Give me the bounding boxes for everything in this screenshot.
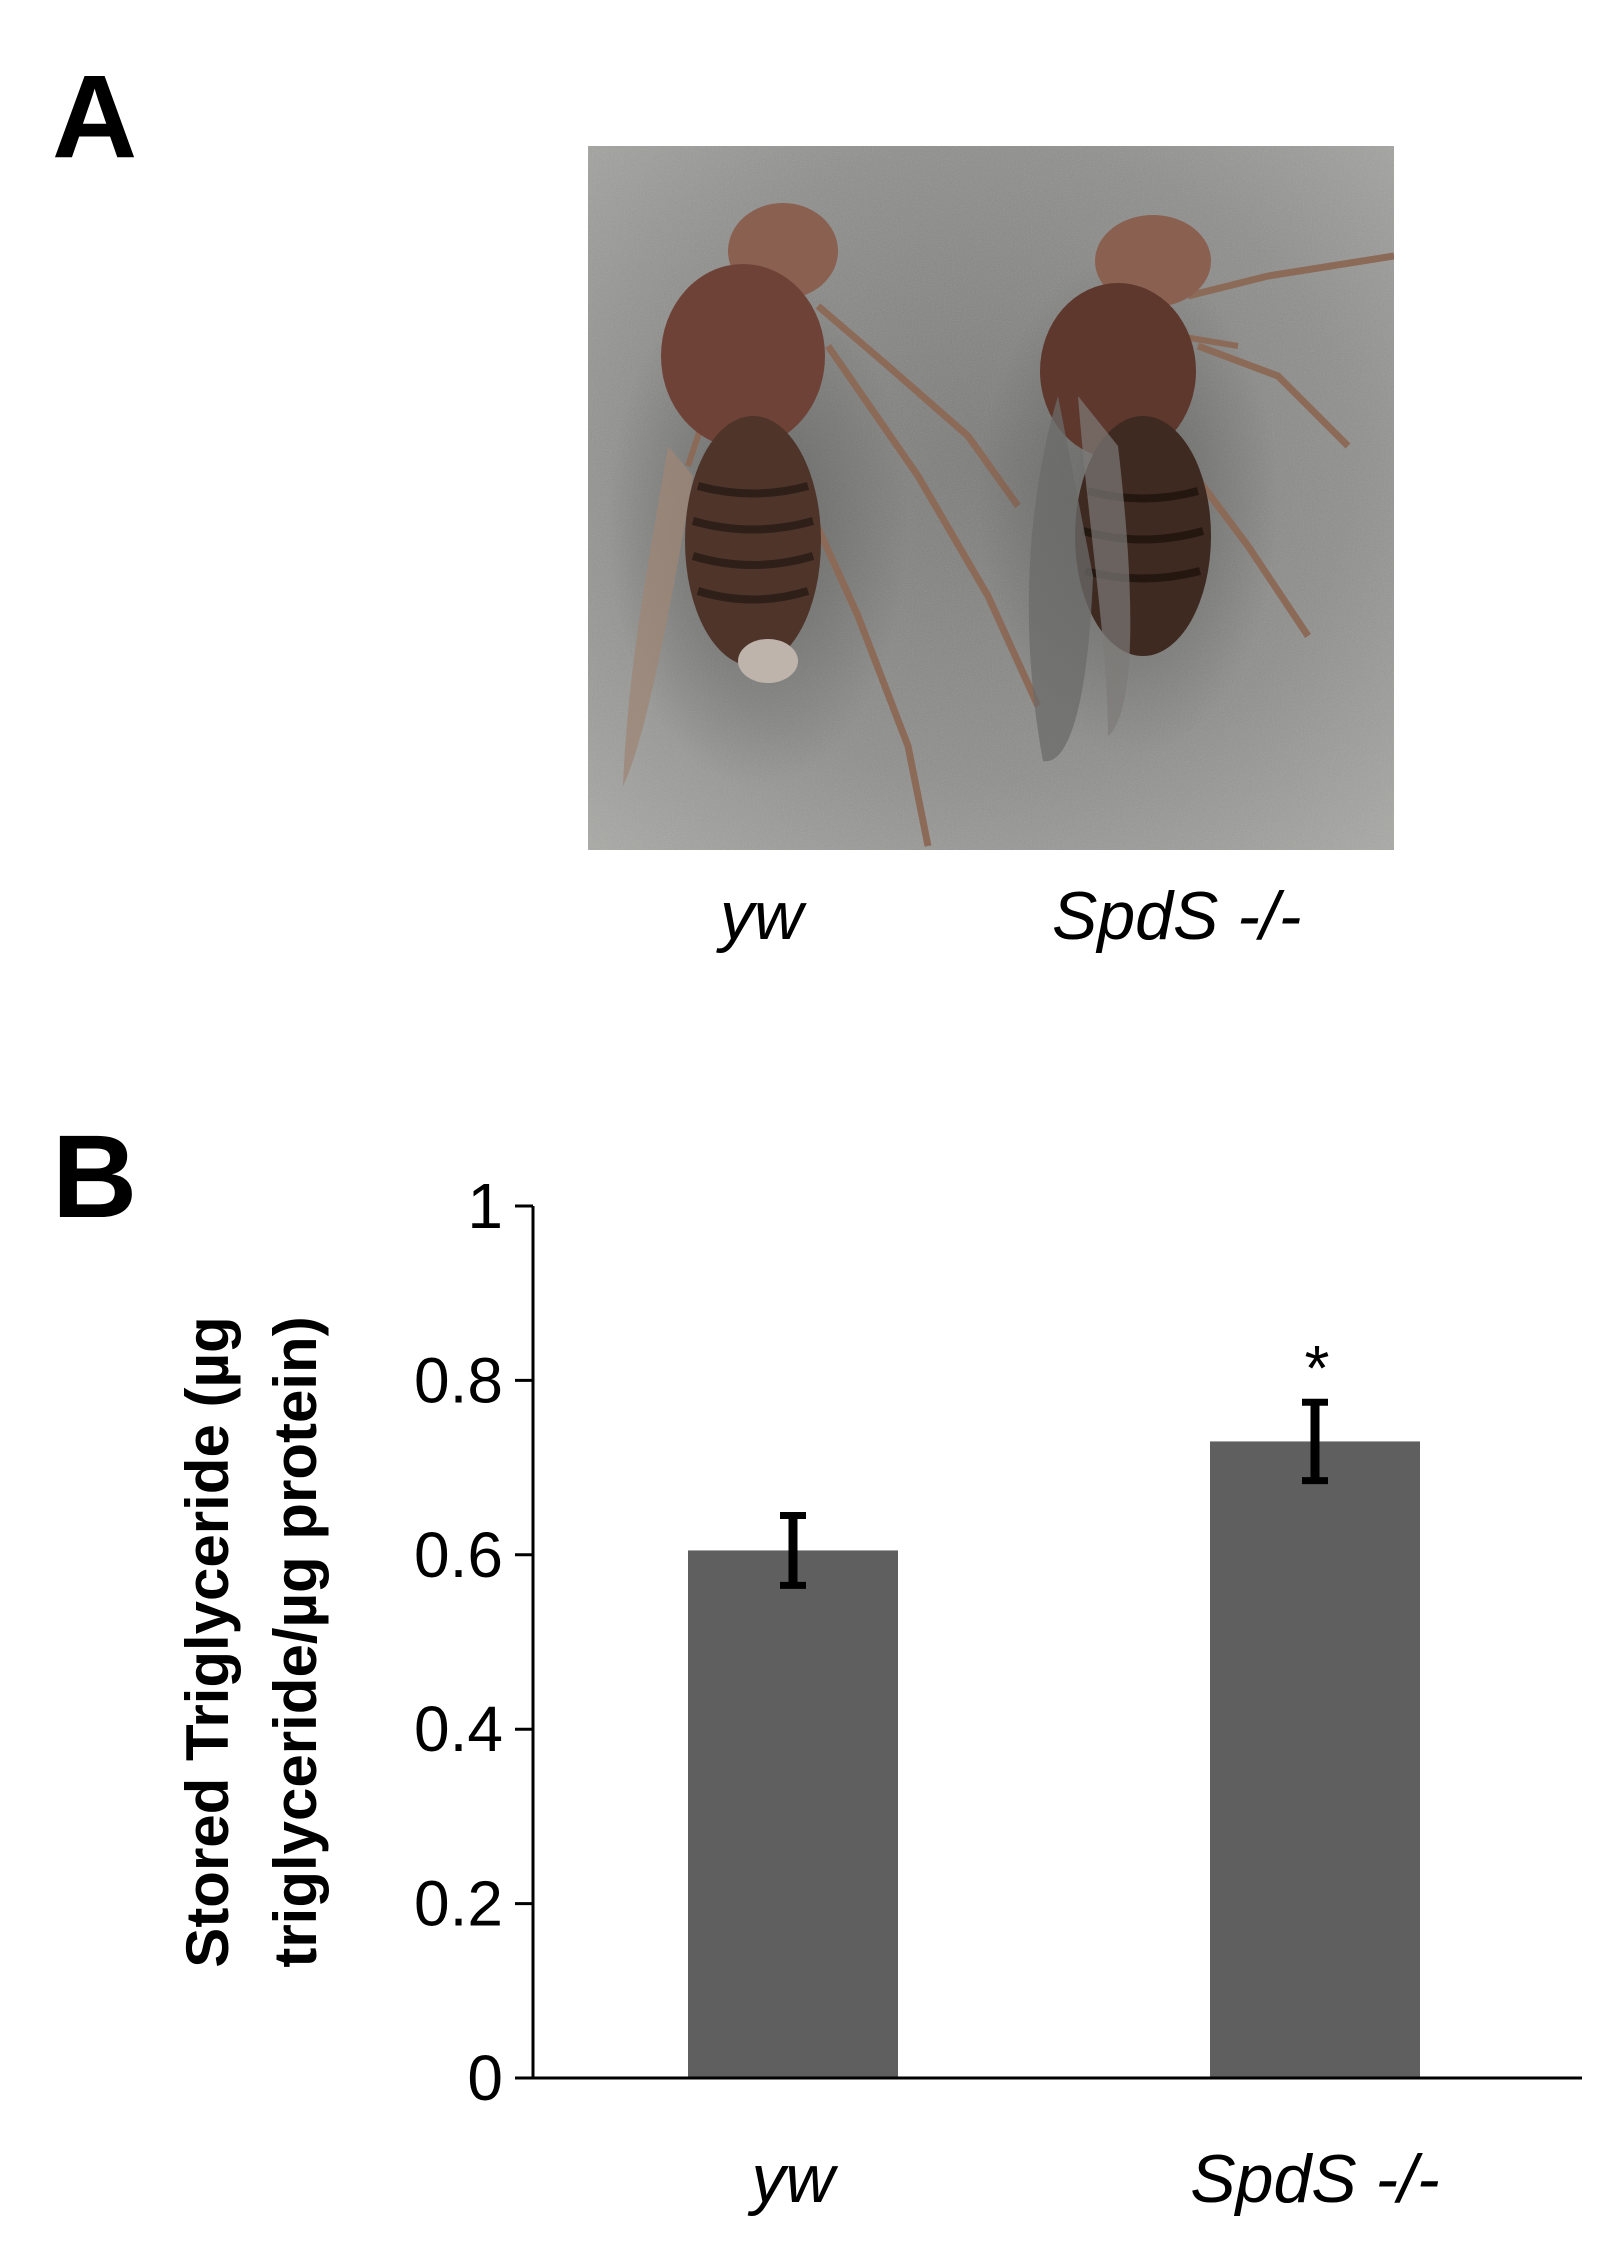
bars: * bbox=[688, 1332, 1420, 2078]
significance-marker: * bbox=[1305, 1332, 1330, 1404]
x-category-label: yw bbox=[747, 2141, 838, 2217]
triglyceride-bar-chart: Stored Triglyceride (µg triglyceride/µg p… bbox=[174, 1170, 1582, 2217]
fly-yw bbox=[608, 203, 1042, 847]
x-category-label: SpdS -/- bbox=[1190, 2141, 1439, 2217]
y-axis-label-line: triglyceride/µg protein) bbox=[262, 1316, 329, 1967]
error-bar bbox=[1302, 1398, 1328, 1485]
y-axis: 0 0.2 0.4 0.6 0.8 1 bbox=[414, 1170, 535, 2114]
bar-spds bbox=[1210, 1441, 1420, 2078]
y-tick-label: 1 bbox=[467, 1170, 503, 1242]
y-tick-label: 0.8 bbox=[414, 1344, 503, 1416]
photo-caption-spds: SpdS -/- bbox=[1052, 878, 1302, 954]
y-tick-label: 0.4 bbox=[414, 1693, 503, 1765]
y-tick-label: 0.6 bbox=[414, 1519, 503, 1591]
panel-label-b: B bbox=[52, 1111, 138, 1243]
y-tick-label: 0.2 bbox=[414, 1868, 503, 1940]
y-axis-label: Stored Triglyceride (µg triglyceride/µg p… bbox=[174, 1316, 329, 1967]
fly-photograph bbox=[588, 146, 1394, 850]
x-axis: yw SpdS -/- bbox=[533, 2076, 1582, 2217]
photo-caption-yw: yw bbox=[720, 878, 804, 954]
bar-yw bbox=[688, 1550, 898, 2078]
y-axis-label-line: Stored Triglyceride (µg bbox=[174, 1316, 241, 1967]
fly-spds bbox=[978, 215, 1394, 762]
panel-label-a: A bbox=[52, 51, 138, 183]
y-tick-label: 0 bbox=[467, 2042, 503, 2114]
error-bar bbox=[780, 1512, 806, 1589]
